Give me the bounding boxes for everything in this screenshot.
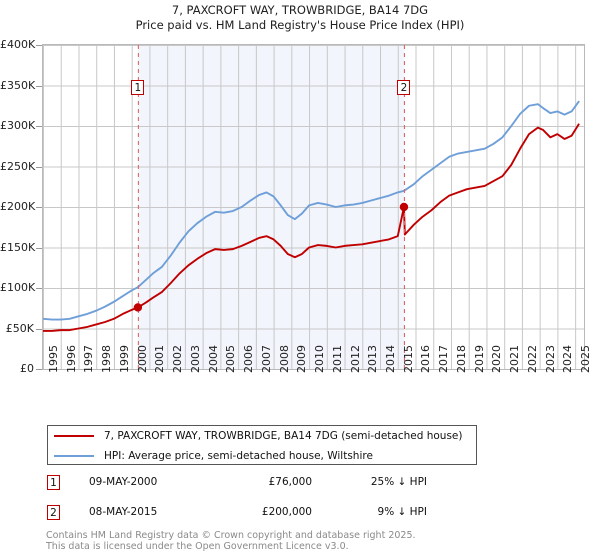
x-axis-tick-label: 2000 bbox=[135, 345, 149, 373]
x-axis-tick-label: 2004 bbox=[206, 345, 220, 373]
legend-swatch-property bbox=[54, 435, 94, 437]
sale-price: £200,000 bbox=[261, 506, 312, 518]
x-axis-tick-label: 2003 bbox=[188, 345, 202, 373]
y-axis-tick bbox=[36, 369, 42, 370]
x-axis-tick-label: 2025 bbox=[579, 345, 593, 373]
chart-svg bbox=[43, 45, 584, 369]
y-axis-tick-label: £100K bbox=[0, 281, 36, 294]
legend-label-hpi: HPI: Average price, semi-detached house,… bbox=[104, 450, 373, 462]
chart-legend: 7, PAXCROFT WAY, TROWBRIDGE, BA14 7DG (s… bbox=[47, 425, 477, 465]
x-axis-tick-label: 1995 bbox=[47, 345, 60, 373]
sale-point-marker[interactable] bbox=[399, 202, 409, 212]
sale-date: 08-MAY-2015 bbox=[89, 506, 158, 518]
legend-swatch-hpi bbox=[54, 455, 94, 457]
attribution-line-2: This data is licensed under the Open Gov… bbox=[46, 541, 349, 552]
sale-row: 2 08-MAY-2015 £200,000 9% ↓ HPI bbox=[47, 504, 487, 522]
x-axis-tick-label: 2020 bbox=[490, 345, 504, 373]
x-axis-tick-label: 1996 bbox=[64, 345, 78, 373]
y-axis-tick bbox=[36, 328, 42, 330]
y-axis-tick-label: £350K bbox=[0, 78, 36, 92]
x-axis-tick-label: 2012 bbox=[348, 345, 362, 373]
attribution-footer: Contains HM Land Registry data © Crown c… bbox=[46, 530, 566, 552]
x-axis-tick-label: 2015 bbox=[401, 345, 415, 373]
legend-label-property: 7, PAXCROFT WAY, TROWBRIDGE, BA14 7DG (s… bbox=[104, 430, 463, 442]
y-axis-tick bbox=[36, 247, 42, 249]
x-axis-tick-label: 2013 bbox=[366, 345, 380, 373]
x-axis-tick-label: 1998 bbox=[100, 345, 114, 373]
x-axis-tick-label: 2008 bbox=[277, 345, 291, 373]
x-axis-tick-label: 2014 bbox=[384, 345, 398, 373]
chart-callout-badge: 2 bbox=[397, 80, 411, 95]
x-axis-tick-label: 2010 bbox=[313, 345, 327, 373]
x-axis-tick-label: 2021 bbox=[508, 345, 522, 373]
y-axis-tick-label: £150K bbox=[0, 240, 36, 254]
x-axis-tick-label: 2005 bbox=[224, 345, 238, 373]
y-axis-tick-label: £300K bbox=[0, 119, 36, 132]
sale-date: 09-MAY-2000 bbox=[89, 476, 158, 488]
series-line-hpi bbox=[43, 100, 580, 321]
y-axis-tick bbox=[36, 288, 42, 289]
y-axis-tick-label: £50K bbox=[5, 321, 34, 335]
legend-item-property: 7, PAXCROFT WAY, TROWBRIDGE, BA14 7DG (s… bbox=[48, 426, 476, 446]
x-axis-tick-label: 2011 bbox=[330, 345, 344, 373]
sale-hpi-delta: 25% ↓ HPI bbox=[370, 476, 427, 488]
sale-hpi-delta: 9% ↓ HPI bbox=[377, 506, 427, 518]
chart-callout-badge: 1 bbox=[131, 80, 145, 95]
x-axis-tick-label: 2022 bbox=[525, 345, 539, 373]
y-axis-tick bbox=[36, 126, 42, 127]
chart-plot-area bbox=[42, 44, 585, 370]
x-axis-tick-label: 1997 bbox=[82, 345, 96, 373]
x-axis-tick-label: 1999 bbox=[117, 345, 131, 373]
y-axis-tick bbox=[36, 166, 42, 168]
y-axis-tick-label: £0 bbox=[20, 362, 34, 375]
x-axis-tick-label: 2017 bbox=[437, 345, 451, 373]
legend-item-hpi: HPI: Average price, semi-detached house,… bbox=[48, 446, 476, 466]
sale-point-marker[interactable] bbox=[133, 303, 143, 312]
sale-marker-badge: 2 bbox=[47, 505, 60, 520]
sale-price: £76,000 bbox=[268, 476, 312, 488]
x-axis-tick-label: 2023 bbox=[543, 345, 557, 373]
x-axis-tick-label: 2006 bbox=[242, 345, 256, 373]
chart-title-line-1: 7, PAXCROFT WAY, TROWBRIDGE, BA14 7DG bbox=[171, 3, 429, 17]
x-axis-tick-label: 2024 bbox=[561, 345, 575, 373]
y-axis-tick-label: £400K bbox=[0, 38, 36, 51]
x-axis-tick-label: 2002 bbox=[171, 345, 185, 373]
x-axis-tick-label: 2007 bbox=[259, 345, 273, 373]
x-axis-tick-label: 2001 bbox=[153, 345, 167, 373]
sale-row: 1 09-MAY-2000 £76,000 25% ↓ HPI bbox=[47, 474, 487, 492]
sale-marker-badge: 1 bbox=[47, 475, 60, 490]
y-axis-tick bbox=[36, 85, 42, 87]
x-axis-tick-label: 2009 bbox=[295, 345, 309, 373]
x-axis-tick-label: 2019 bbox=[472, 345, 486, 373]
attribution-line-1: Contains HM Land Registry data © Crown c… bbox=[46, 530, 416, 541]
page-title: 7, PAXCROFT WAY, TROWBRIDGE, BA14 7DG Pr… bbox=[0, 3, 600, 33]
y-axis-tick bbox=[36, 207, 42, 208]
chart-title-line-2: Price paid vs. HM Land Registry's House … bbox=[135, 18, 465, 32]
x-axis-tick-label: 2016 bbox=[419, 345, 433, 373]
y-axis-tick-label: £250K bbox=[0, 159, 36, 173]
x-axis-tick-label: 2018 bbox=[454, 345, 468, 373]
y-axis-tick-label: £200K bbox=[0, 200, 36, 213]
y-axis-tick bbox=[36, 45, 42, 46]
